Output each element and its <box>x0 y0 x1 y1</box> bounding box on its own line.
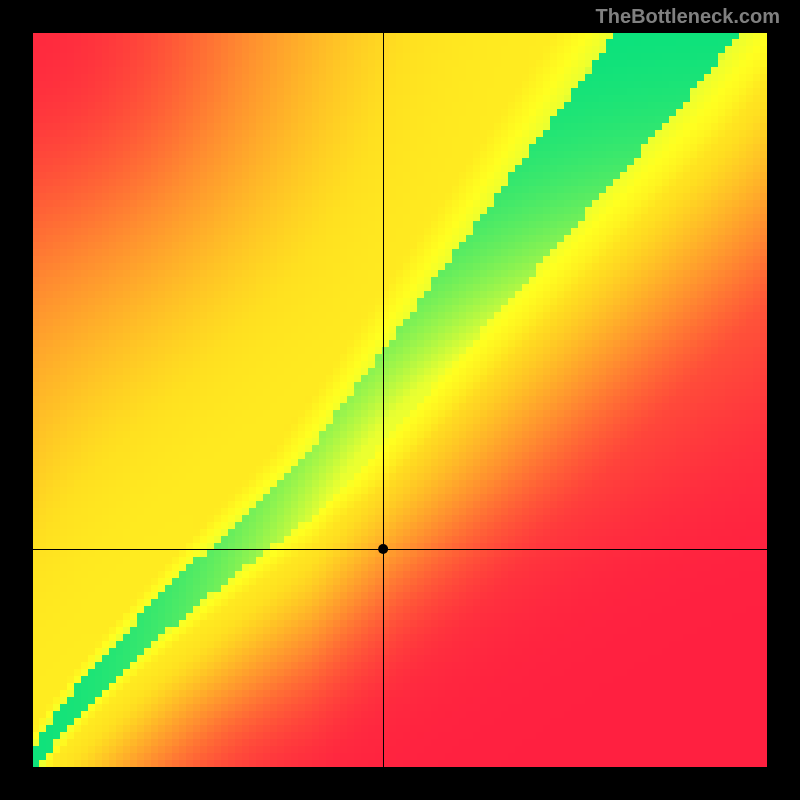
bottleneck-heatmap <box>33 33 767 767</box>
chart-container: TheBottleneck.com <box>0 0 800 800</box>
attribution-text: TheBottleneck.com <box>596 6 780 29</box>
